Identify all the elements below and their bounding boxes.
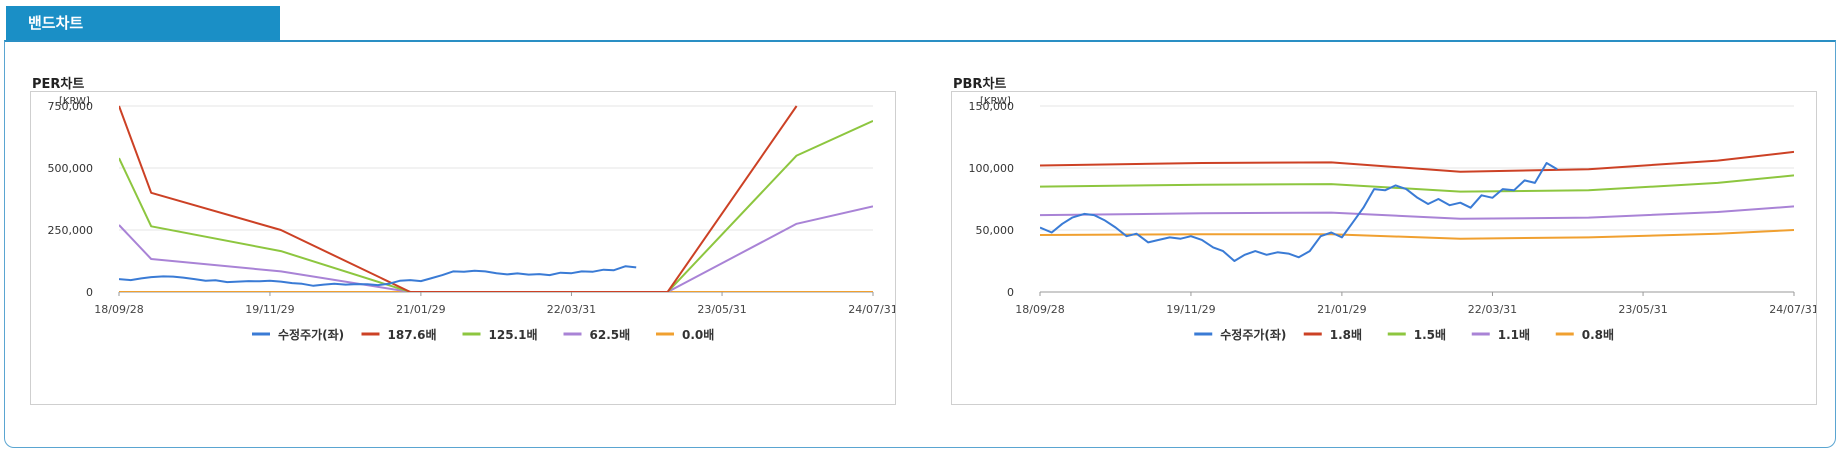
- pbr-x-tick-label: 22/03/31: [1468, 303, 1517, 316]
- pbr-legend-label: 1.1배: [1498, 327, 1530, 342]
- pbr-x-tick-label: 21/01/29: [1317, 303, 1366, 316]
- per-series-line-1: [119, 105, 798, 292]
- pbr-y-tick-label: 100,000: [969, 162, 1015, 175]
- per-chart-svg: [KRW] 0 250,000 500,000 750,000 18/09/28 19/11…: [48, 96, 898, 342]
- per-legend-label: 187.6배: [388, 327, 437, 342]
- per-legend-item-2[interactable]: 125.1배: [462, 327, 538, 342]
- pbr-series-line-1: [1040, 150, 1794, 173]
- per-legend-label: 125.1배: [489, 327, 538, 342]
- pbr-chart: [KRW] 0 50,000 100,000 150,000 18/09/28 19/11/…: [951, 91, 1819, 405]
- pbr-legend-label: 1.8배: [1330, 327, 1362, 342]
- pbr-unit-label: [KRW]: [980, 96, 1011, 107]
- per-legend-item-0[interactable]: 수정주가(좌): [252, 327, 344, 342]
- pbr-chart-svg: [KRW] 0 50,000 100,000 150,000 18/09/28 19/11/…: [969, 96, 1819, 342]
- per-x-tick-label: 21/01/29: [396, 303, 445, 316]
- pbr-chart-title: PBR차트: [953, 77, 1007, 92]
- per-y-tick-label: 0: [86, 286, 93, 299]
- per-legend-label: 62.5배: [590, 327, 631, 342]
- per-series-line-2: [119, 119, 873, 292]
- pbr-series-line-3: [1040, 205, 1794, 220]
- pbr-legend-item-0[interactable]: 수정주가(좌): [1194, 327, 1286, 342]
- per-legend-item-3[interactable]: 62.5배: [563, 327, 631, 342]
- per-series-line-3: [119, 205, 873, 292]
- per-x-tick-label: 23/05/31: [697, 303, 746, 316]
- pbr-x-tick-label: 19/11/29: [1166, 303, 1215, 316]
- pbr-legend-item-2[interactable]: 1.5배: [1387, 327, 1446, 342]
- pbr-legend-item-4[interactable]: 0.8배: [1555, 327, 1614, 342]
- section-tab[interactable]: 밴드차트: [6, 6, 280, 40]
- per-legend-item-4[interactable]: 0.0배: [656, 327, 714, 342]
- pbr-y-tick-label: 0: [1007, 286, 1014, 299]
- pbr-series-line-2: [1040, 174, 1794, 193]
- band-chart-panel: [4, 40, 1836, 448]
- per-y-tick-label: 500,000: [48, 162, 94, 175]
- per-legend-item-1[interactable]: 187.6배: [361, 327, 437, 342]
- pbr-legend-label: 1.5배: [1414, 327, 1446, 342]
- pbr-y-tick-label: 50,000: [976, 224, 1015, 237]
- pbr-legend-item-1[interactable]: 1.8배: [1303, 327, 1362, 342]
- pbr-x-tick-label: 24/07/31: [1769, 303, 1816, 316]
- pbr-legend-label: 0.8배: [1582, 327, 1614, 342]
- pbr-x-tick-label: 23/05/31: [1618, 303, 1667, 316]
- per-x-tick-label: 19/11/29: [245, 303, 294, 316]
- pbr-legend-item-3[interactable]: 1.1배: [1471, 327, 1530, 342]
- per-y-tick-label: 750,000: [48, 100, 94, 113]
- per-chart-title: PER차트: [32, 77, 85, 92]
- per-chart: [KRW] 0 250,000 500,000 750,000 18/09/28 19/11…: [30, 91, 898, 405]
- per-x-tick-label: 18/09/28: [94, 303, 143, 316]
- per-legend-label: 수정주가(좌): [278, 327, 344, 342]
- pbr-x-tick-label: 18/09/28: [1015, 303, 1064, 316]
- pbr-series-line-4: [1040, 229, 1794, 240]
- per-legend-label: 0.0배: [682, 327, 714, 342]
- per-x-tick-label: 22/03/31: [547, 303, 596, 316]
- per-x-tick-label: 24/07/31: [848, 303, 895, 316]
- per-series-line-0: [119, 265, 637, 287]
- per-unit-label: [KRW]: [59, 96, 90, 107]
- pbr-legend-label: 수정주가(좌): [1220, 327, 1286, 342]
- per-y-tick-label: 250,000: [48, 224, 94, 237]
- pbr-series-line-0: [1040, 162, 1558, 262]
- pbr-y-tick-label: 150,000: [969, 100, 1015, 113]
